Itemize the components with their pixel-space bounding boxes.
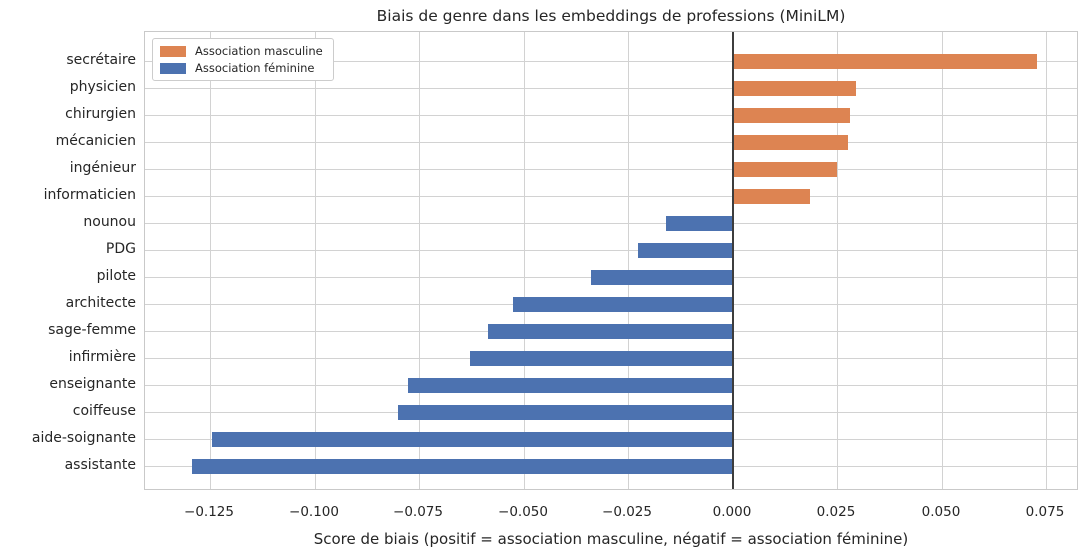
x-gridline xyxy=(419,32,420,489)
y-gridline xyxy=(145,115,1077,116)
y-tick-label-mécanicien: mécanicien xyxy=(55,133,136,149)
y-tick-label-sage-femme: sage-femme xyxy=(48,322,136,338)
y-gridline xyxy=(145,223,1077,224)
y-tick-label-ingénieur: ingénieur xyxy=(69,160,136,176)
bar-coiffeuse xyxy=(398,405,733,420)
bar-pilote xyxy=(591,270,733,285)
y-gridline xyxy=(145,196,1077,197)
y-tick-label-physicien: physicien xyxy=(69,79,136,95)
legend-item-feminine: Association féminine xyxy=(160,61,323,75)
x-tick-label: −0.075 xyxy=(393,504,443,520)
x-tick-label: 0.025 xyxy=(816,504,856,520)
bar-infirmière xyxy=(470,351,733,366)
bar-assistante xyxy=(192,459,733,474)
x-gridline xyxy=(1046,32,1047,489)
zero-axis-line xyxy=(732,32,734,489)
x-gridline xyxy=(210,32,211,489)
bar-ingénieur xyxy=(733,162,837,177)
x-tick-label: 0.000 xyxy=(712,504,752,520)
bar-PDG xyxy=(638,243,732,258)
x-gridline xyxy=(628,32,629,489)
y-tick-label-informaticien: informaticien xyxy=(43,187,136,203)
legend: Association masculine Association fémini… xyxy=(152,38,334,81)
bar-secrétaire xyxy=(733,54,1037,69)
plot-area: Association masculine Association fémini… xyxy=(144,31,1078,490)
y-tick-label-infirmière: infirmière xyxy=(68,349,136,365)
x-tick-label: 0.050 xyxy=(921,504,961,520)
x-tick-label: −0.025 xyxy=(602,504,652,520)
y-tick-label-enseignante: enseignante xyxy=(49,376,136,392)
bar-aide-soignante xyxy=(212,432,733,447)
legend-item-masculine: Association masculine xyxy=(160,44,323,58)
y-tick-label-secrétaire: secrétaire xyxy=(66,52,136,68)
y-gridline xyxy=(145,169,1077,170)
x-gridline xyxy=(837,32,838,489)
bar-sage-femme xyxy=(488,324,733,339)
y-tick-label-architecte: architecte xyxy=(65,295,136,311)
x-gridline xyxy=(524,32,525,489)
y-tick-label-nounou: nounou xyxy=(83,214,136,230)
y-gridline xyxy=(145,61,1077,62)
legend-label-masculine: Association masculine xyxy=(195,44,323,58)
legend-swatch-masculine-icon xyxy=(160,45,186,57)
x-axis-title: Score de biais (positif = association ma… xyxy=(313,530,909,548)
bar-nounou xyxy=(666,216,733,231)
x-tick-label: −0.125 xyxy=(184,504,234,520)
x-tick-label: −0.100 xyxy=(289,504,339,520)
y-tick-label-PDG: PDG xyxy=(105,241,136,257)
bar-chirurgien xyxy=(733,108,850,123)
chart-title: Biais de genre dans les embeddings de pr… xyxy=(376,7,846,25)
x-gridline xyxy=(315,32,316,489)
legend-label-feminine: Association féminine xyxy=(195,61,315,75)
y-tick-label-assistante: assistante xyxy=(64,457,136,473)
legend-swatch-feminine-icon xyxy=(160,62,186,74)
bar-mécanicien xyxy=(733,135,848,150)
y-tick-label-coiffeuse: coiffeuse xyxy=(72,403,136,419)
y-tick-label-chirurgien: chirurgien xyxy=(65,106,136,122)
x-gridline xyxy=(942,32,943,489)
x-tick-label: 0.075 xyxy=(1025,504,1065,520)
bar-architecte xyxy=(513,297,733,312)
x-tick-label: −0.050 xyxy=(498,504,548,520)
y-gridline xyxy=(145,250,1077,251)
y-tick-label-pilote: pilote xyxy=(96,268,136,284)
bar-informaticien xyxy=(733,189,810,204)
y-gridline xyxy=(145,142,1077,143)
y-gridline xyxy=(145,88,1077,89)
bar-enseignante xyxy=(408,378,733,393)
y-tick-label-aide-soignante: aide-soignante xyxy=(31,430,136,446)
bar-physicien xyxy=(733,81,856,96)
